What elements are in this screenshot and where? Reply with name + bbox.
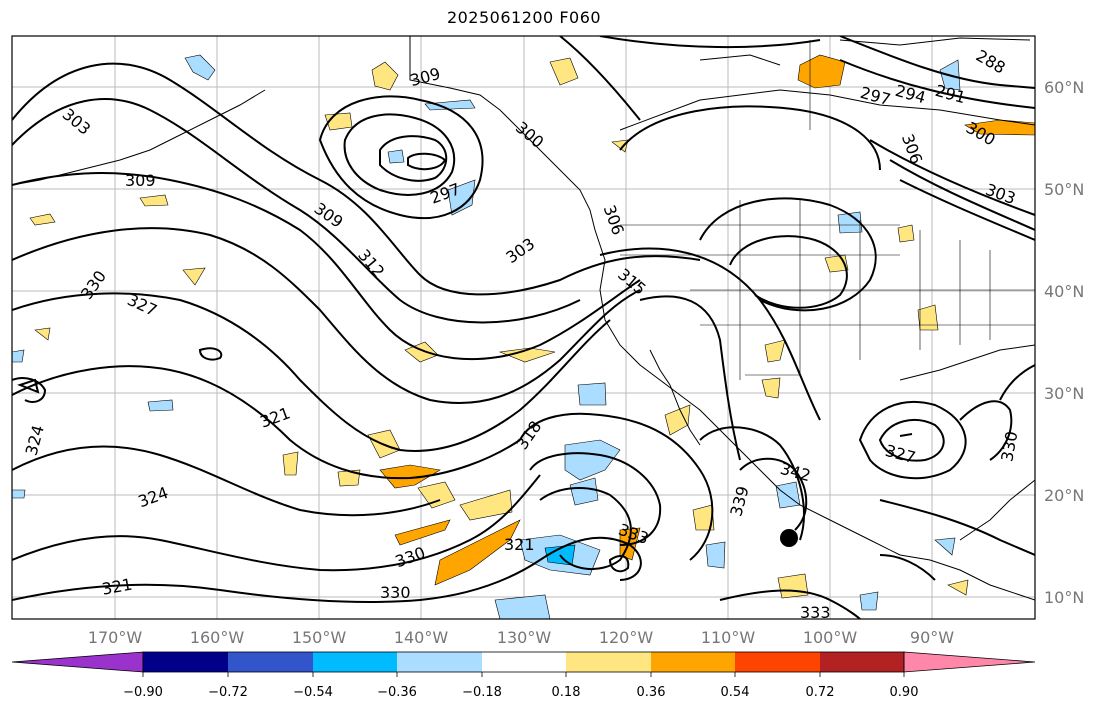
colorbar-segment (482, 652, 566, 672)
pos-patch (964, 119, 1035, 136)
neg-patch (12, 349, 25, 363)
colorbar-tick-label: 0.18 (552, 685, 581, 700)
colorbar-tick-label: −0.54 (293, 685, 333, 700)
pos-patch (761, 377, 781, 399)
map-title: 2025061200 F060 (446, 8, 602, 27)
neg-patch (494, 594, 551, 619)
storm-marker (780, 529, 798, 547)
neg-patch (859, 591, 879, 611)
colorbar-segment (566, 652, 651, 672)
colorbar-tick-label: −0.90 (123, 685, 163, 700)
lon-label-90w: 90°W (910, 628, 954, 647)
lon-label-170w: 170°W (88, 628, 143, 647)
colorbar-segment (651, 652, 735, 672)
neg-patch (577, 382, 607, 406)
colorbar-tick-label: 0.54 (721, 685, 750, 700)
neg-patch (424, 99, 476, 111)
neg-patch (12, 489, 26, 499)
colorbar-segment (143, 652, 228, 672)
neg-patch (569, 477, 599, 506)
contour-label: 321 (504, 535, 535, 554)
lon-label-160w: 160°W (190, 628, 245, 647)
contour-label: 309 (125, 171, 156, 190)
colorbar-right-extend (903, 651, 1036, 673)
pos-patch (549, 57, 579, 86)
lon-label-110w: 110°W (701, 628, 756, 647)
longitude-labels: 170°W 160°W 150°W 140°W 130°W 120°W 110°… (88, 628, 954, 647)
lon-label-100w: 100°W (803, 628, 858, 647)
pos-patch (34, 327, 51, 341)
pos-patch (459, 489, 513, 521)
pos-patch (692, 504, 715, 531)
lon-label-140w: 140°W (394, 628, 449, 647)
lat-label-10n: 10°N (1044, 588, 1084, 607)
pos-patch (29, 213, 56, 226)
colorbar-tick-label: 0.72 (806, 685, 835, 700)
pos-patch (917, 304, 939, 331)
colorbar-tick-label: 0.36 (637, 685, 666, 700)
colorbar-tick-label: 0.90 (890, 685, 919, 700)
pos-patch (337, 469, 361, 487)
map-border (11, 35, 1036, 620)
latitude-labels: 60°N 50°N 40°N 30°N 20°N 10°N (1044, 78, 1084, 607)
neg-patch (447, 179, 476, 216)
lon-label-130w: 130°W (497, 628, 552, 647)
pos-patch (764, 339, 786, 363)
neg-patch (184, 54, 216, 81)
colorbar: −0.90 −0.72 −0.54 −0.36 −0.18 0.18 0.36 … (11, 651, 1036, 700)
pos-patch (498, 347, 556, 363)
neg-patch (705, 541, 726, 569)
colorbar-tick-label: −0.18 (462, 685, 502, 700)
neg-patch (147, 399, 174, 412)
pos-patch (379, 464, 441, 489)
pos-patch (434, 519, 521, 586)
lon-label-150w: 150°W (292, 628, 347, 647)
pos-patch (897, 224, 915, 243)
shaded-field (12, 54, 1035, 619)
colorbar-segment (397, 652, 482, 672)
colorbar-left-extend (11, 651, 144, 673)
pos-patch (417, 481, 456, 509)
neg-patch (387, 149, 405, 164)
pos-patch (947, 579, 969, 596)
pos-patch (371, 61, 399, 91)
neg-patch (837, 211, 863, 234)
coastlines (12, 36, 1035, 601)
neg-patch (564, 439, 621, 481)
contour-label: 333 (800, 603, 831, 622)
lat-label-50n: 50°N (1044, 180, 1084, 199)
colorbar-segment (820, 652, 904, 672)
colorbar-segment (313, 652, 397, 672)
colorbar-segment (735, 652, 820, 672)
pos-patch (182, 267, 206, 286)
colorbar-segment (228, 652, 313, 672)
pos-patch (777, 573, 809, 599)
height-contours (12, 36, 1035, 619)
lat-label-30n: 30°N (1044, 384, 1084, 403)
pos-patch (139, 194, 169, 207)
neg-patch (775, 481, 801, 509)
lat-label-60n: 60°N (1044, 78, 1084, 97)
contour-label: 330 (380, 583, 411, 602)
colorbar-tick-label: −0.72 (208, 685, 248, 700)
lon-label-120w: 120°W (599, 628, 654, 647)
pos-patch (611, 139, 629, 153)
lat-label-40n: 40°N (1044, 282, 1084, 301)
pos-patch (282, 451, 299, 476)
pos-patch (394, 519, 451, 546)
lat-label-20n: 20°N (1044, 486, 1084, 505)
neg-patch (934, 537, 956, 556)
colorbar-tick-label: −0.36 (377, 685, 417, 700)
